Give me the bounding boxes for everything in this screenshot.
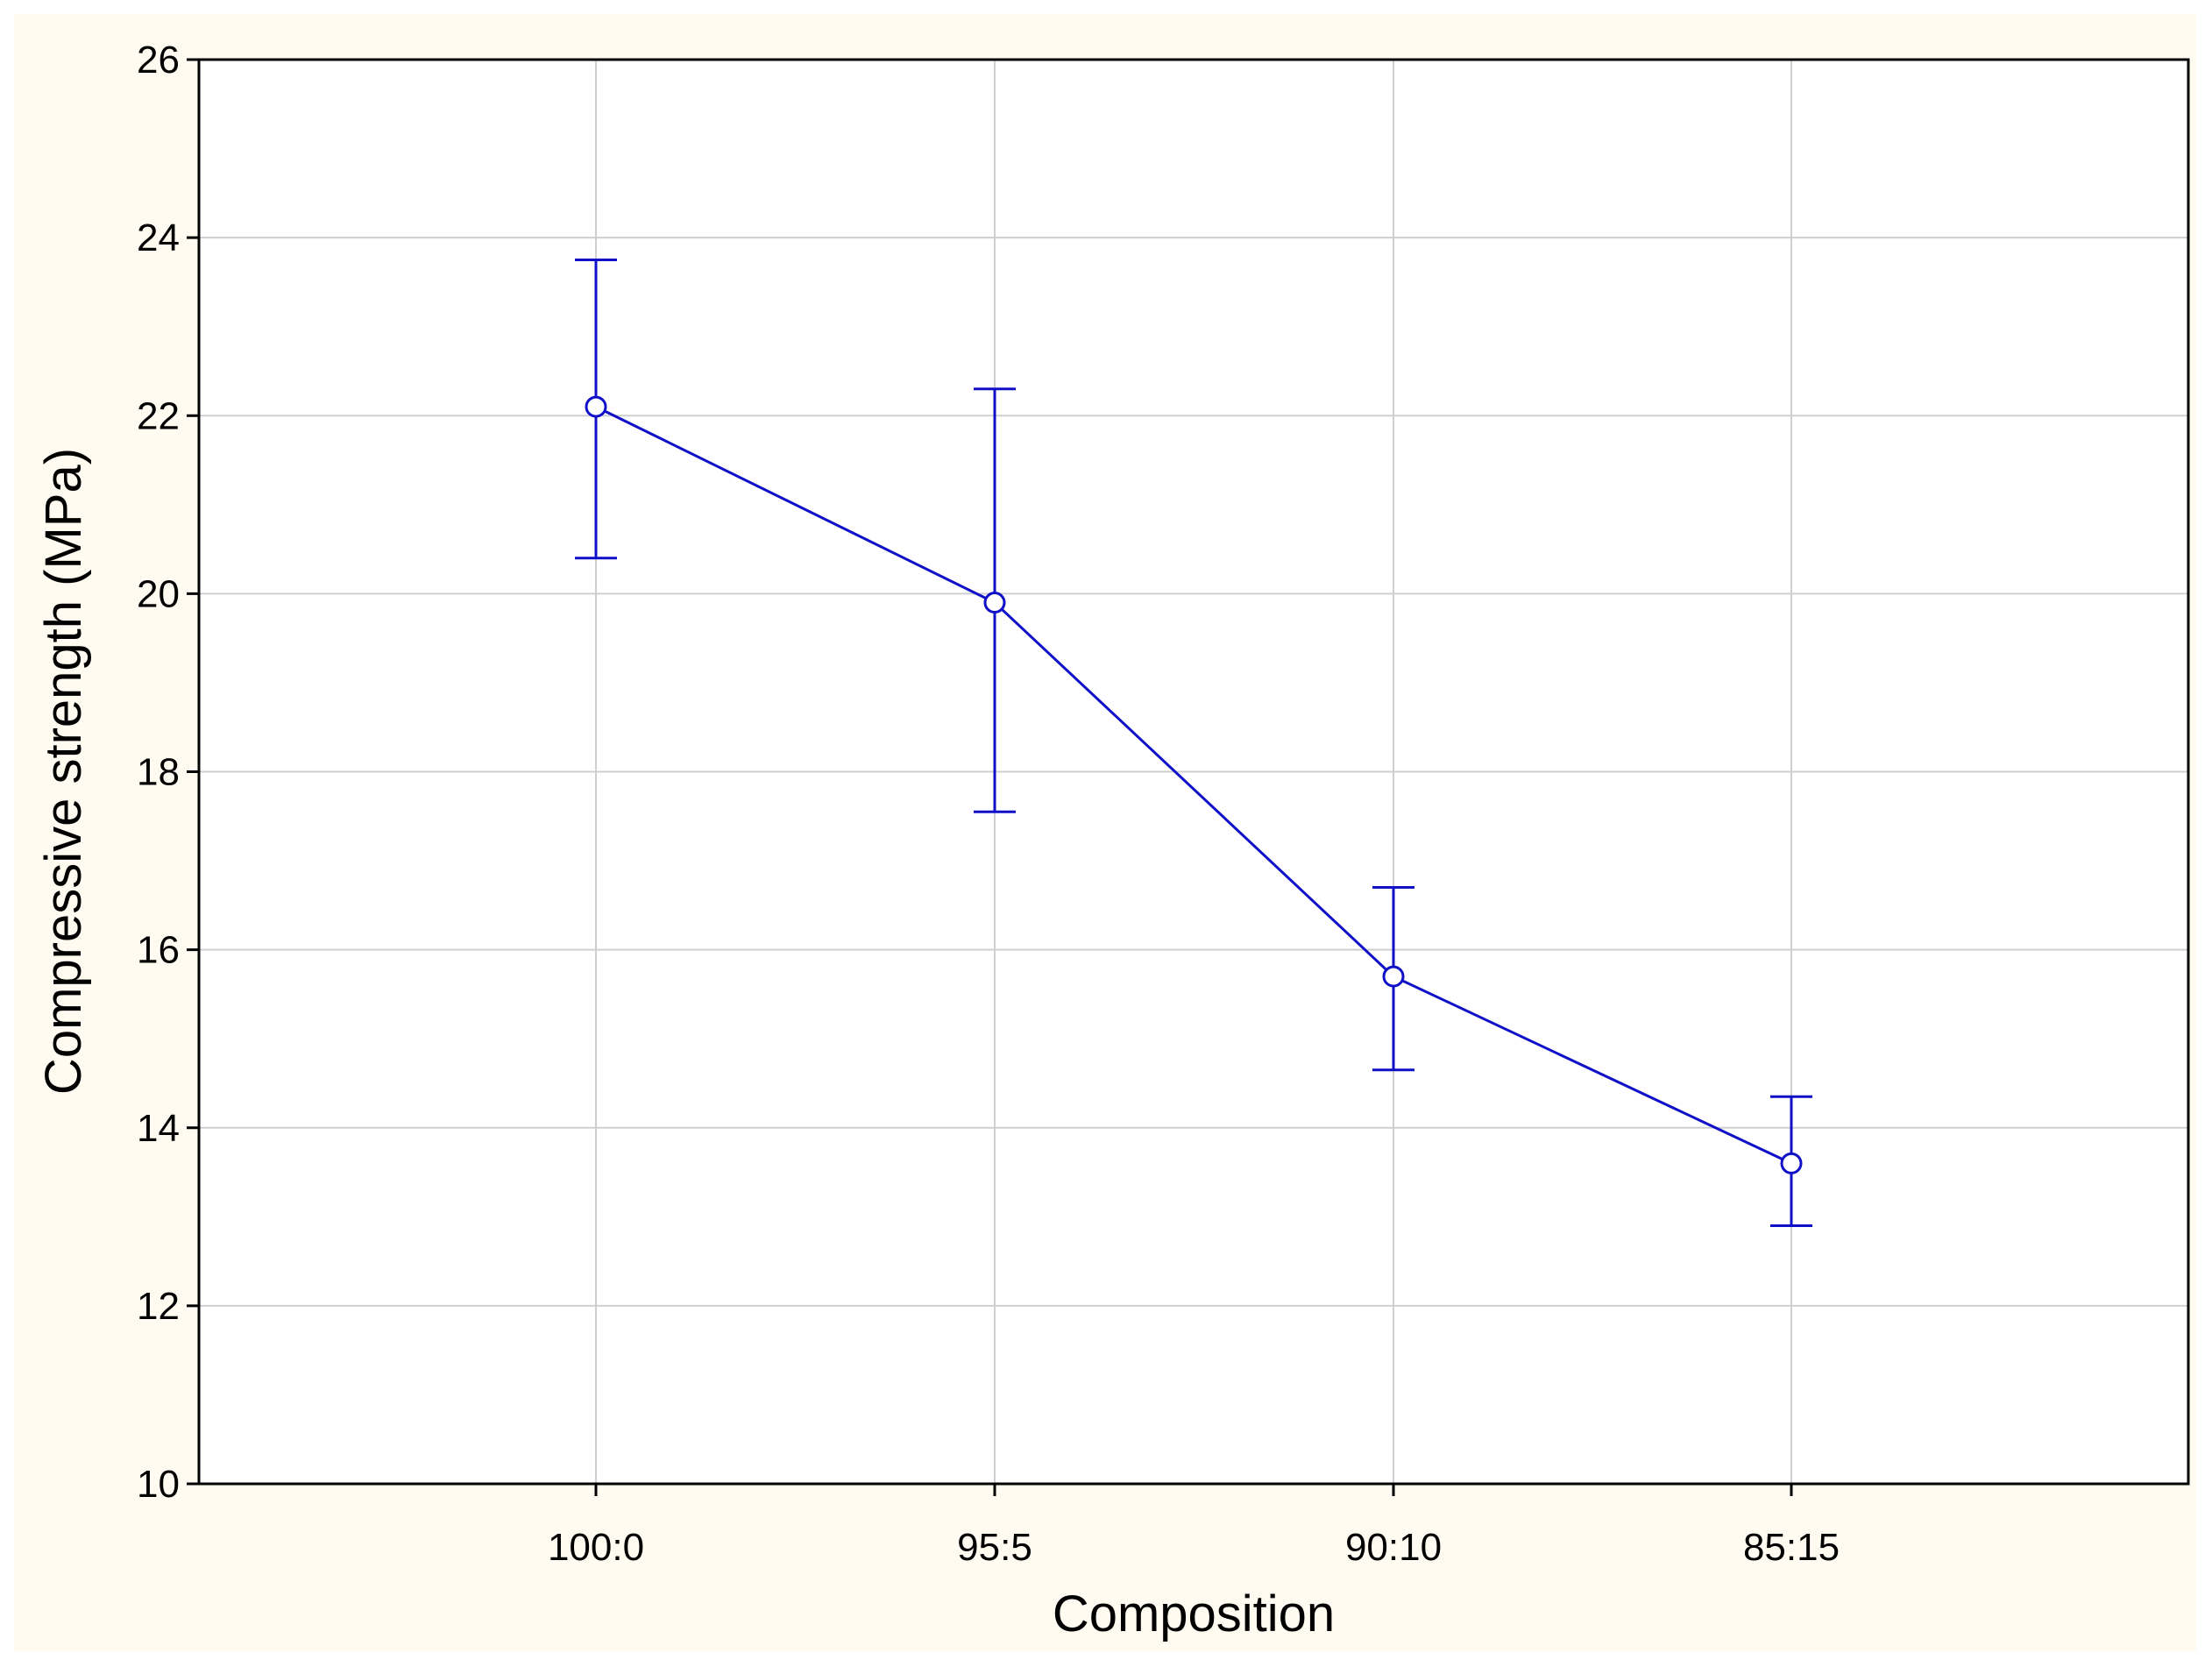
- y-tick-label: 12: [137, 1285, 180, 1328]
- data-point: [1382, 965, 1405, 988]
- y-tick-label: 26: [137, 39, 180, 82]
- data-point: [1780, 1152, 1803, 1174]
- x-tick-label: 90:10: [1345, 1526, 1442, 1569]
- y-tick-label: 16: [137, 929, 180, 972]
- x-axis: 100:0 95:5 90:10 85:15: [548, 1484, 1840, 1569]
- x-tick-label: 85:15: [1743, 1526, 1840, 1569]
- series-group: [575, 259, 1812, 1227]
- data-point: [983, 592, 1006, 614]
- x-axis-title: Composition: [1053, 1585, 1335, 1642]
- y-tick-label: 24: [137, 216, 180, 259]
- x-tick-label: 95:5: [957, 1526, 1032, 1569]
- y-tick-label: 18: [137, 751, 180, 794]
- data-point: [585, 395, 607, 418]
- y-tick-label: 20: [137, 572, 180, 615]
- y-tick-label: 10: [137, 1463, 180, 1506]
- y-axis: 10 12 14 16 18 20 22 24 26: [137, 39, 199, 1506]
- y-tick-label: 14: [137, 1107, 180, 1150]
- y-tick-label: 22: [137, 394, 180, 437]
- y-axis-title: Compressive strength (MPa): [35, 448, 92, 1095]
- x-tick-label: 100:0: [548, 1526, 644, 1569]
- series-line: [595, 405, 1792, 1165]
- grid-lines: [199, 60, 2188, 1484]
